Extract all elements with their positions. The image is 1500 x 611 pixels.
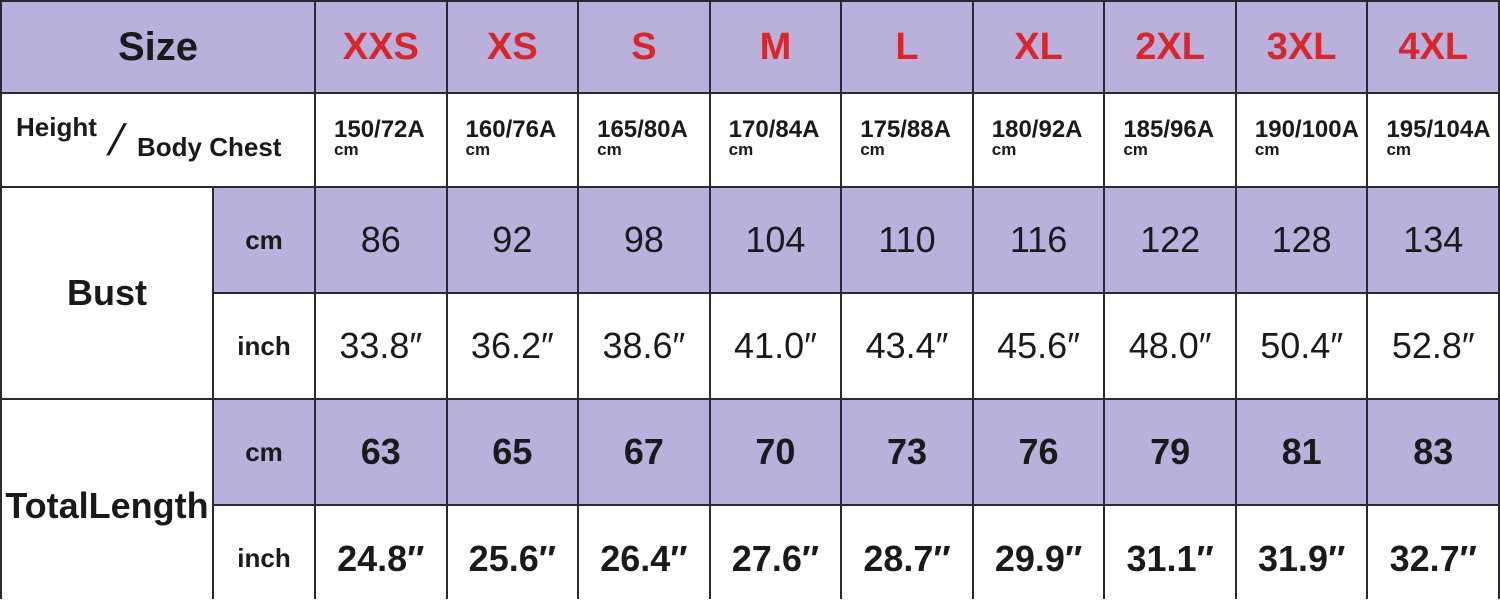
length-cm-value: 79 bbox=[1105, 400, 1235, 504]
unit-cm: cm bbox=[1386, 140, 1412, 159]
length-inch-value: 27.6″ bbox=[710, 506, 841, 611]
size-7: 3XL bbox=[1236, 2, 1367, 92]
size-1: XS bbox=[447, 2, 578, 92]
unit-cm: cm bbox=[728, 140, 754, 159]
bust-inch-value: 50.4″ bbox=[1236, 294, 1367, 398]
length-inch-value: 28.7″ bbox=[842, 506, 972, 611]
bust-inch-value: 48.0″ bbox=[1105, 294, 1235, 398]
unit-cm: cm bbox=[334, 140, 359, 159]
height-chest-value: 185/96A cm bbox=[1105, 94, 1235, 186]
bust-inch-value: 43.4″ bbox=[842, 294, 972, 398]
bust-cm-value: 134 bbox=[1368, 188, 1498, 292]
size-5: XL bbox=[973, 2, 1104, 92]
unit-cm: cm bbox=[991, 140, 1017, 159]
size-8: 4XL bbox=[1368, 2, 1498, 92]
unit-cm: cm bbox=[465, 140, 491, 159]
height-chest-text: 175/88A bbox=[860, 116, 951, 143]
unit-cm: cm bbox=[1123, 140, 1148, 159]
total-length-label: Total Length bbox=[2, 400, 212, 611]
height-chest-label: Height / Body Chest bbox=[2, 94, 314, 186]
height-chest-text: 150/72A bbox=[334, 116, 425, 143]
bust-cm-unit: cm bbox=[214, 188, 314, 292]
bust-cm-value: 92 bbox=[447, 188, 578, 292]
size-6: 2XL bbox=[1105, 2, 1235, 92]
height-chest-value: 170/84A cm bbox=[710, 94, 841, 186]
height-chest-text: 160/76A bbox=[465, 116, 557, 143]
length-cm-value: 81 bbox=[1236, 400, 1367, 504]
height-chest-text: 165/80A bbox=[597, 116, 688, 143]
bust-cm-value: 110 bbox=[842, 188, 972, 292]
length-inch-value: 24.8″ bbox=[316, 506, 446, 611]
height-chest-text: 180/92A bbox=[991, 116, 1083, 143]
height-chest-value: 195/104A cm bbox=[1368, 94, 1498, 186]
length-cm-value: 76 bbox=[973, 400, 1104, 504]
size-2: S bbox=[579, 2, 709, 92]
bust-inch-value: 41.0″ bbox=[710, 294, 841, 398]
height-chest-value: 175/88A cm bbox=[842, 94, 972, 186]
bust-inch-value: 45.6″ bbox=[973, 294, 1104, 398]
length-inch-value: 31.1″ bbox=[1105, 506, 1235, 611]
unit-cm: cm bbox=[597, 140, 622, 159]
bust-inch-value: 36.2″ bbox=[447, 294, 578, 398]
bust-cm-value: 128 bbox=[1236, 188, 1367, 292]
length-inch-unit: inch bbox=[214, 506, 314, 611]
size-0: XXS bbox=[316, 2, 446, 92]
height-chest-value: 180/92A cm bbox=[973, 94, 1104, 186]
height-chest-value: 150/72A cm bbox=[316, 94, 446, 186]
height-chest-value: 160/76A cm bbox=[447, 94, 578, 186]
size-header: Size bbox=[2, 2, 314, 92]
length-cm-value: 67 bbox=[579, 400, 709, 504]
bust-inch-value: 38.6″ bbox=[579, 294, 709, 398]
length-cm-value: 73 bbox=[842, 400, 972, 504]
length-inch-value: 26.4″ bbox=[579, 506, 709, 611]
unit-cm: cm bbox=[860, 140, 885, 159]
length-cm-value: 63 bbox=[316, 400, 446, 504]
height-chest-text: 185/96A bbox=[1123, 116, 1215, 143]
height-chest-text: 195/104A bbox=[1386, 116, 1491, 143]
size-3: M bbox=[710, 2, 841, 92]
height-chest-text: 190/100A bbox=[1254, 116, 1359, 143]
bust-cm-value: 98 bbox=[579, 188, 709, 292]
bust-inch-value: 52.8″ bbox=[1368, 294, 1498, 398]
size-4: L bbox=[842, 2, 972, 92]
length-cm-unit: cm bbox=[214, 400, 314, 504]
height-chest-value: 165/80A cm bbox=[579, 94, 709, 186]
bust-inch-value: 33.8″ bbox=[316, 294, 446, 398]
length-label-2: Length bbox=[88, 484, 209, 526]
length-inch-value: 29.9″ bbox=[973, 506, 1104, 611]
unit-cm: cm bbox=[1254, 140, 1280, 159]
length-cm-value: 65 bbox=[447, 400, 578, 504]
length-inch-value: 25.6″ bbox=[447, 506, 578, 611]
length-label-1: Total bbox=[5, 484, 89, 526]
length-inch-value: 32.7″ bbox=[1368, 506, 1498, 611]
height-chest-value: 190/100A cm bbox=[1236, 94, 1367, 186]
bust-cm-value: 104 bbox=[710, 188, 841, 292]
bust-label: Bust bbox=[2, 188, 212, 398]
bust-inch-unit: inch bbox=[214, 294, 314, 398]
slash: / bbox=[103, 116, 129, 165]
length-inch-value: 31.9″ bbox=[1236, 506, 1367, 611]
bust-cm-value: 86 bbox=[316, 188, 446, 292]
height-chest-text: 170/84A bbox=[728, 116, 820, 143]
length-cm-value: 70 bbox=[710, 400, 841, 504]
height-label: Height bbox=[16, 112, 97, 142]
bust-cm-value: 122 bbox=[1105, 188, 1235, 292]
length-cm-value: 83 bbox=[1368, 400, 1498, 504]
bust-cm-value: 116 bbox=[973, 188, 1104, 292]
body-chest-label: Body Chest bbox=[137, 132, 282, 162]
